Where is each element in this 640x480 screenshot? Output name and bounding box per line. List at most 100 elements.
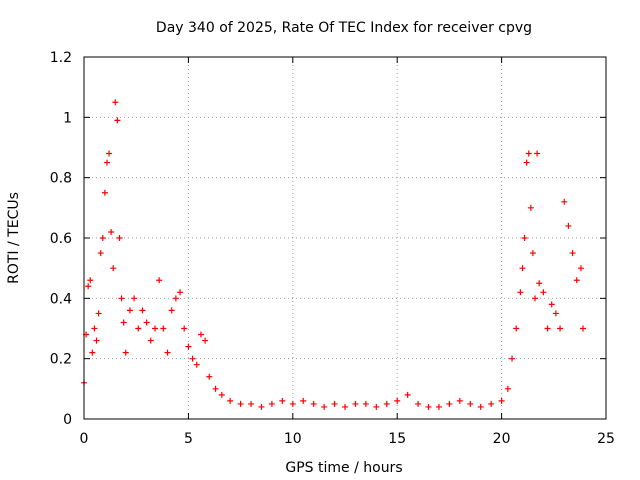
data-point xyxy=(108,228,115,235)
y-tick-label: 0.2 xyxy=(50,352,72,368)
data-point xyxy=(321,403,328,410)
data-point xyxy=(114,117,121,124)
data-point xyxy=(116,235,123,241)
data-point xyxy=(331,400,338,407)
data-point xyxy=(91,325,98,332)
data-point xyxy=(193,361,200,368)
data-point xyxy=(415,400,422,407)
data-point xyxy=(525,150,532,157)
data-point xyxy=(89,349,96,356)
data-point xyxy=(172,295,179,302)
data-point xyxy=(237,400,244,407)
data-point xyxy=(527,204,534,211)
data-point xyxy=(300,397,307,404)
y-tick-label: 1 xyxy=(63,110,72,126)
data-point xyxy=(227,397,234,404)
data-point xyxy=(181,325,188,332)
data-point xyxy=(189,355,196,362)
data-point xyxy=(561,198,568,205)
data-point xyxy=(425,403,432,410)
data-point xyxy=(97,250,104,257)
data-point xyxy=(540,289,547,296)
y-tick-label: 0 xyxy=(63,412,72,428)
x-tick-label: 25 xyxy=(597,431,615,447)
data-point xyxy=(509,355,516,362)
y-tick-label: 0.8 xyxy=(50,171,72,187)
data-point xyxy=(151,325,158,332)
data-point xyxy=(565,222,572,229)
data-point xyxy=(523,159,530,166)
data-point xyxy=(521,235,528,241)
data-point xyxy=(135,325,142,332)
data-point xyxy=(557,325,564,332)
data-point xyxy=(532,295,539,302)
y-axis-ticks: 0 0.2 0.4 0.6 0.8 1 1.2 xyxy=(50,50,606,428)
data-point xyxy=(126,307,133,314)
data-point xyxy=(362,400,369,407)
data-point xyxy=(139,307,146,314)
data-point xyxy=(206,373,213,380)
data-point xyxy=(569,250,576,257)
data-points xyxy=(81,99,587,410)
data-point xyxy=(394,397,401,404)
data-point xyxy=(248,400,255,407)
data-point xyxy=(477,403,484,410)
data-point xyxy=(519,265,526,272)
data-point xyxy=(529,250,536,257)
data-point xyxy=(168,307,175,314)
data-point xyxy=(498,397,505,404)
data-point xyxy=(106,150,113,157)
data-point xyxy=(258,403,265,410)
x-axis-label: GPS time / hours xyxy=(285,460,402,476)
y-axis-label: ROTI / TECUs xyxy=(6,192,22,284)
data-point xyxy=(268,400,275,407)
y-tick-label: 1.2 xyxy=(50,50,72,66)
data-point xyxy=(435,403,442,410)
data-point xyxy=(87,277,94,284)
data-point xyxy=(112,99,119,106)
data-point xyxy=(212,385,219,392)
data-point xyxy=(101,189,108,196)
data-point xyxy=(147,337,154,344)
x-tick-label: 15 xyxy=(388,431,406,447)
data-point xyxy=(289,400,296,407)
data-point xyxy=(552,310,559,317)
data-point xyxy=(279,397,286,404)
data-point xyxy=(373,403,380,410)
data-point xyxy=(122,349,129,356)
data-point xyxy=(548,301,555,308)
data-point xyxy=(383,400,390,407)
data-point xyxy=(143,319,150,326)
data-point xyxy=(103,159,110,166)
data-point xyxy=(534,150,541,157)
data-point xyxy=(160,325,167,332)
data-point xyxy=(456,397,463,404)
data-point xyxy=(352,400,359,407)
data-point xyxy=(93,337,100,344)
data-point xyxy=(120,319,127,326)
data-point xyxy=(310,400,317,407)
data-point xyxy=(218,391,225,398)
data-point xyxy=(156,277,163,284)
gridlines xyxy=(84,57,606,419)
data-point xyxy=(342,403,348,410)
x-tick-label: 10 xyxy=(284,431,302,447)
data-point xyxy=(504,385,511,392)
data-point xyxy=(577,265,584,272)
x-axis-ticks: 0 5 10 15 20 25 xyxy=(80,57,615,447)
data-point xyxy=(110,265,117,272)
data-point xyxy=(131,295,138,302)
data-point xyxy=(536,280,543,287)
data-point xyxy=(580,325,587,332)
data-point xyxy=(544,325,551,332)
y-tick-label: 0.6 xyxy=(50,231,72,247)
data-point xyxy=(164,349,171,356)
data-point xyxy=(573,277,580,284)
data-point xyxy=(404,391,411,398)
data-point xyxy=(446,400,453,407)
chart-title: Day 340 of 2025, Rate Of TEC Index for r… xyxy=(156,20,532,36)
data-point xyxy=(177,289,184,296)
x-tick-label: 20 xyxy=(493,431,511,447)
data-point xyxy=(467,400,474,407)
